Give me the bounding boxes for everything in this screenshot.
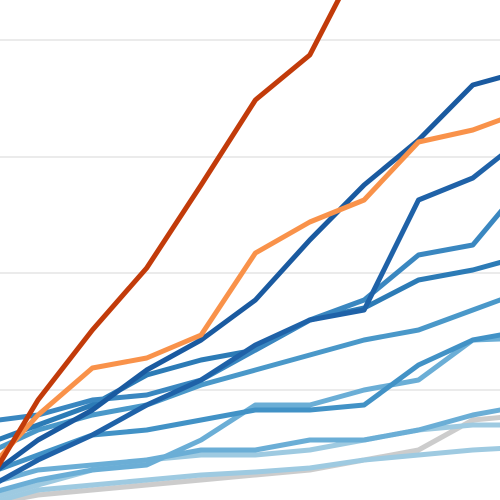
data-line bbox=[0, 407, 500, 484]
data-line bbox=[0, 445, 500, 500]
data-line bbox=[0, 208, 500, 423]
data-line bbox=[0, 336, 500, 494]
data-line bbox=[0, 74, 500, 472]
data-line bbox=[0, 414, 500, 500]
data-line bbox=[0, 0, 342, 468]
data-line bbox=[0, 153, 500, 484]
data-line bbox=[0, 117, 500, 461]
